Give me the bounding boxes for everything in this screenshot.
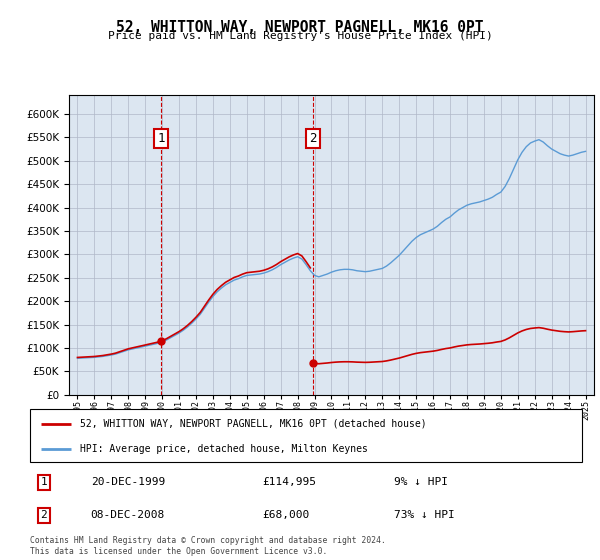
Text: 52, WHITTON WAY, NEWPORT PAGNELL, MK16 0PT: 52, WHITTON WAY, NEWPORT PAGNELL, MK16 0… [116,20,484,35]
Text: 1: 1 [40,477,47,487]
Text: £68,000: £68,000 [262,510,309,520]
Text: £114,995: £114,995 [262,477,316,487]
Text: HPI: Average price, detached house, Milton Keynes: HPI: Average price, detached house, Milt… [80,444,368,454]
Text: 08-DEC-2008: 08-DEC-2008 [91,510,165,520]
Text: 52, WHITTON WAY, NEWPORT PAGNELL, MK16 0PT (detached house): 52, WHITTON WAY, NEWPORT PAGNELL, MK16 0… [80,419,427,429]
Text: 2: 2 [40,510,47,520]
Text: Contains HM Land Registry data © Crown copyright and database right 2024.
This d: Contains HM Land Registry data © Crown c… [30,536,386,556]
Text: Price paid vs. HM Land Registry's House Price Index (HPI): Price paid vs. HM Land Registry's House … [107,31,493,41]
Text: 20-DEC-1999: 20-DEC-1999 [91,477,165,487]
Text: 2: 2 [310,132,317,145]
Text: 73% ↓ HPI: 73% ↓ HPI [394,510,455,520]
Text: 1: 1 [158,132,165,145]
FancyBboxPatch shape [30,409,582,462]
Text: 9% ↓ HPI: 9% ↓ HPI [394,477,448,487]
